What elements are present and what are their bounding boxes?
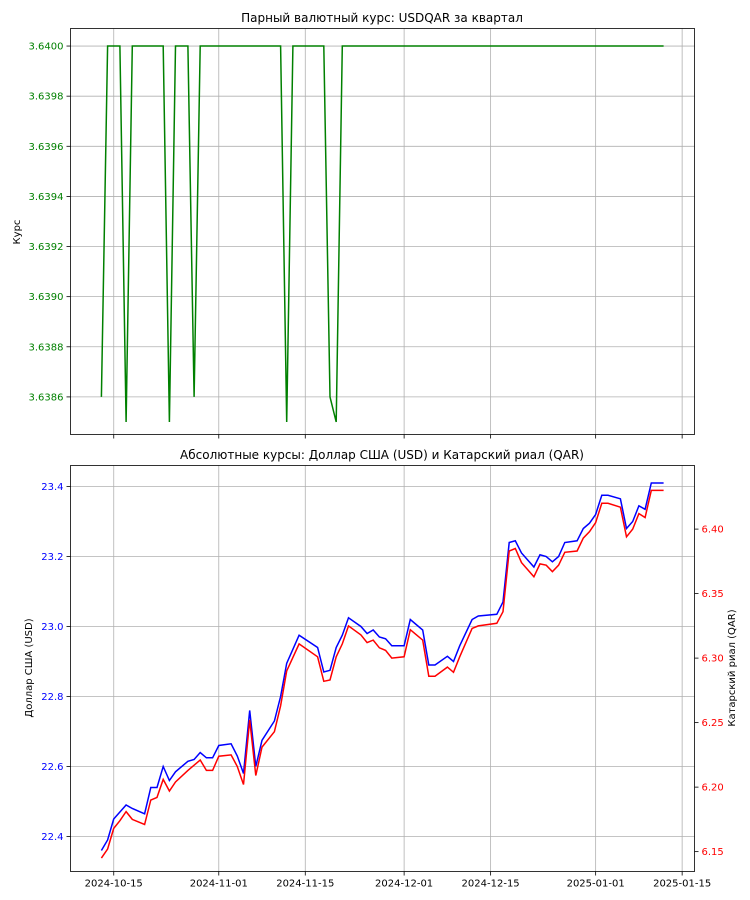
chart1-title: Парный валютный курс: USDQAR за квартал — [241, 11, 523, 25]
chart2-ytick-right-label: 6.20 — [702, 783, 724, 794]
chart2-ylabel-left: Доллар США (USD) — [24, 618, 35, 717]
chart2-y-ticks-right: 6.15 6.20 6.25 6.30 6.35 6.40 — [694, 525, 724, 858]
chart2-ytick-left-label: 23.4 — [41, 482, 63, 493]
chart1-ytick-label: 3.6398 — [29, 92, 64, 103]
chart1-ytick-label: 3.6388 — [29, 342, 64, 353]
chart2-xtick-label: 2024-12-15 — [462, 879, 520, 890]
chart2-x-ticks: 2024-10-15 2024-11-01 2024-11-15 2024-12-01… — [85, 871, 711, 890]
chart2-y-ticks-left: 22.4 22.6 22.8 23.0 23.2 23.4 — [41, 482, 71, 843]
chart-absolute-rates: Абсолютные курсы: Доллар США (USD) и Кат… — [24, 448, 738, 890]
chart2-series-group — [100, 482, 664, 859]
chart1-series-group — [100, 45, 664, 423]
chart2-series-line-usd — [100, 482, 664, 851]
chart1-ytick-label: 3.6394 — [29, 192, 64, 203]
chart2-xtick-label: 2024-10-15 — [85, 879, 143, 890]
chart2-xtick-label: 2025-01-01 — [567, 879, 625, 890]
chart2-xtick-label: 2025-01-15 — [653, 879, 711, 890]
chart1-series-line-usdqar — [100, 45, 664, 423]
chart-usdqar: Парный валютный курс: USDQAR за квартал … — [12, 11, 695, 439]
chart2-xtick-label: 2024-12-01 — [375, 879, 433, 890]
chart1-ytick-label: 3.6386 — [29, 392, 64, 403]
chart1-y-ticks: 3.6386 3.6388 3.6390 3.6392 3.6394 3.6396 3.63… — [29, 42, 71, 403]
chart2-ytick-right-label: 6.25 — [702, 718, 724, 729]
chart2-ytick-right-label: 6.40 — [702, 525, 724, 536]
chart1-frame — [70, 28, 695, 435]
chart2-title: Абсолютные курсы: Доллар США (USD) и Кат… — [180, 448, 584, 462]
chart2-ytick-left-label: 22.4 — [41, 832, 63, 843]
chart1-ytick-label: 3.6396 — [29, 142, 64, 153]
chart2-xtick-label: 2024-11-01 — [190, 879, 248, 890]
chart2-ytick-right-label: 6.15 — [702, 847, 724, 858]
chart2-ytick-left-label: 22.8 — [41, 692, 63, 703]
chart1-ylabel: Курс — [12, 220, 23, 245]
chart2-frame — [70, 465, 695, 872]
chart1-ytick-label: 3.6390 — [29, 292, 64, 303]
chart2-ytick-left-label: 23.2 — [41, 552, 63, 563]
chart1-ytick-label: 3.6392 — [29, 242, 64, 253]
chart2-xtick-label: 2024-11-15 — [276, 879, 334, 890]
chart2-ytick-left-label: 23.0 — [41, 622, 63, 633]
chart2-ylabel-right: Катарский риал (QAR) — [727, 609, 738, 726]
chart2-ytick-left-label: 22.6 — [41, 762, 63, 773]
chart1-ytick-label: 3.6400 — [29, 42, 64, 53]
chart2-ytick-right-label: 6.35 — [702, 589, 724, 600]
chart2-series-line-qar — [100, 489, 664, 859]
chart1-x-ticks — [113, 434, 683, 439]
chart2-ytick-right-label: 6.30 — [702, 654, 724, 665]
chart2-grid — [70, 465, 695, 872]
